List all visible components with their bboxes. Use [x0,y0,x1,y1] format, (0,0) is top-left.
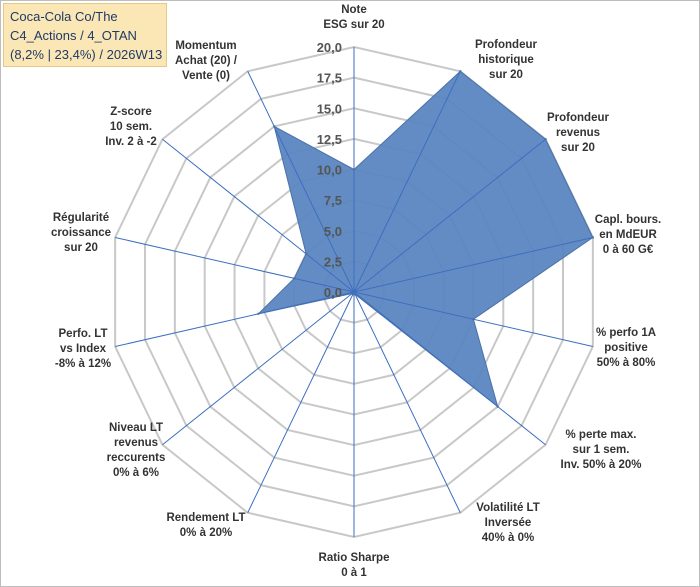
axis-label-line: Inversée [485,517,532,529]
axis-label-line: 50% à 80% [597,357,656,369]
axis-label-line: Achat (20) / [175,55,238,67]
axis-label-line: Inv. 50% à 20% [561,459,642,471]
data-point-2 [544,138,547,141]
tick-label-4: 10,0 [317,163,342,178]
axis-spoke-1 [353,71,461,293]
data-point-1 [459,70,462,73]
axis-label-line: % perfo 1A [596,327,656,339]
axis-label-line: Profondeur [475,39,537,51]
data-point-3 [591,236,595,239]
tick-label-7: 17,5 [317,71,342,86]
tick-label-8: 20,0 [317,40,342,55]
axis-label-line: 0% à 20% [180,527,232,539]
axis-label-line: en MdEUR [599,229,657,241]
axis-label-line: sur 20 [561,142,595,154]
axis-label-line: Note [341,4,367,16]
axis-label-line: Momentum [175,40,236,52]
axis-label-line: 40% à 0% [482,532,534,544]
axis-label-line: croissance [51,227,111,239]
axis-label-2: Profondeur revenus sur 20 [547,112,609,154]
axis-label-9: Niveau LT revenus reccurents 0% à 6% [107,422,166,479]
axis-label-line: Niveau LT [109,422,163,434]
tick-label-0: 0,0 [324,285,342,300]
axis-label-line: ESG sur 20 [323,19,384,31]
tick-label-6: 15,0 [317,101,342,116]
axis-spoke-9 [162,291,355,446]
axis-spoke-11 [115,236,355,293]
axis-label-4: % perfo 1A positive 50% à 80% [596,327,656,369]
axis-label-line: Perfo. LT [59,328,108,340]
axis-label-line: Inv. 2 à -2 [105,136,157,148]
axis-label-line: 0 à 60 G€ [603,244,654,256]
axis-label-line: sur 20 [489,69,523,81]
axis-label-line: % perte max. [566,429,637,441]
axis-spoke-6 [353,291,461,513]
axis-label-13: Momentum Achat (20) / Vente (0) [175,40,238,82]
data-point-12 [304,252,308,256]
axis-label-line: Profondeur [547,112,609,124]
tick-label-5: 12,5 [317,132,342,147]
security-name: Coca-Cola Co/The [10,9,118,24]
axis-label-line: 0% à 6% [113,467,159,479]
axis-spoke-2 [353,138,546,293]
axis-label-11: Régularité croissance sur 20 [51,212,111,254]
axis-label-line: Volatilité LT [476,502,539,514]
data-point-9 [350,292,354,295]
data-point-11 [293,277,296,280]
axis-label-1: Profondeur historique sur 20 [475,39,537,81]
axis-spoke-12 [162,138,355,293]
axis-label-line: historique [478,54,534,66]
axis-label-line: Capl. bours. [595,214,661,226]
axis-label-line: Ratio Sharpe [319,552,390,564]
axis-spoke-10 [115,291,355,348]
security-info-box: Coca-Cola Co/The C4_Actions / 4_OTAN (8,… [3,3,167,67]
data-point-0 [352,168,356,171]
axis-label-line: positive [604,342,647,354]
axis-spoke-3 [353,236,593,293]
axis-label-line: revenus [114,437,158,449]
axis-label-5: % perte max. sur 1 sem. Inv. 50% à 20% [561,429,642,471]
axis-label-line: reccurents [107,452,166,464]
axis-spoke-8 [247,291,355,513]
tick-label-3: 7,5 [324,193,342,208]
axis-label-6: Volatilité LT Inversée 40% à 0% [476,502,539,544]
data-series-area [256,70,594,408]
axis-label-line: 10 sem. [110,121,152,133]
axis-label-line: vs Index [60,343,107,355]
axis-label-line: -8% à 12% [55,358,111,370]
axis-label-line: revenus [556,127,600,139]
axis-label-line: Z-score [110,106,152,118]
data-point-5 [496,405,499,408]
range-and-week: (8,2% | 23,4%) / 2026W13 [10,47,163,62]
axis-label-line: sur 20 [64,242,98,254]
axis-label-3: Capl. bours. en MdEUR 0 à 60 G€ [595,214,661,256]
axis-label-10: Perfo. LT vs Index -8% à 12% [55,328,111,370]
axis-label-12: Z-score 10 sem. Inv. 2 à -2 [105,106,157,148]
axis-label-line: 0 à 1 [341,567,367,579]
tick-label-1: 2,5 [324,254,342,269]
data-point-4 [472,318,475,321]
axis-label-line: Rendement LT [166,512,245,524]
tick-label-2: 5,0 [324,224,342,239]
axis-label-0: Note ESG sur 20 [323,4,384,31]
axis-label-line: sur 1 sem. [573,444,630,456]
data-point-10 [257,312,260,316]
axis-spoke-13 [247,71,355,293]
axis-label-line: Régularité [53,212,109,224]
axis-label-line: Vente (0) [182,70,230,82]
portfolio-name: C4_Actions / 4_OTAN [10,28,137,43]
axis-label-7: Ratio Sharpe 0 à 1 [319,552,390,579]
data-point-13 [273,125,276,128]
axis-spoke-5 [353,291,546,446]
axis-label-8: Rendement LT 0% à 20% [166,512,245,539]
